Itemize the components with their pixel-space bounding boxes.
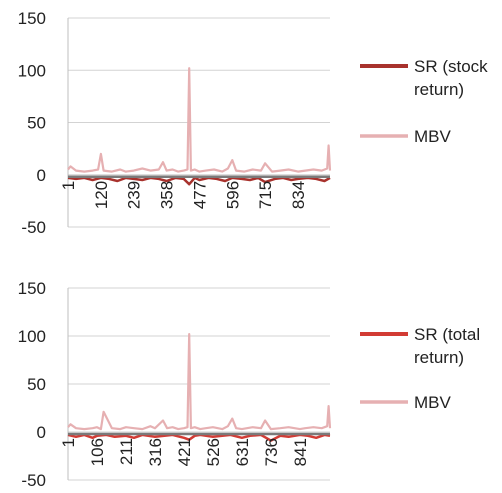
legend-label-0: return) xyxy=(414,80,464,99)
y-tick-label: 50 xyxy=(27,375,46,394)
legend-label-1: MBV xyxy=(414,393,452,412)
y-tick-label: 150 xyxy=(18,9,46,28)
y-tick-label: 50 xyxy=(27,114,46,133)
chart-stock-return: 150 100 50 0 -50 1 120 239 358 477 596 715 834 SR (st… xyxy=(18,9,489,237)
y-tick-label: 100 xyxy=(18,61,46,80)
series-line-0 xyxy=(67,176,331,186)
y-tick-label: -50 xyxy=(21,471,46,490)
legend-label-0: SR (total xyxy=(414,325,480,344)
x-tick-label: 631 xyxy=(233,438,252,466)
x-tick-label: 477 xyxy=(190,181,209,209)
x-tick-label: 1 xyxy=(59,438,78,447)
y-tick-label: 0 xyxy=(37,423,46,442)
x-tick-label: 358 xyxy=(158,181,177,209)
x-tick-label: 841 xyxy=(291,438,310,466)
x-tick-label: 239 xyxy=(125,181,144,209)
x-tick-label: 834 xyxy=(289,181,308,209)
x-tick-label: 421 xyxy=(175,438,194,466)
x-tick-label: 715 xyxy=(256,181,275,209)
chart-total-return: 150 100 50 0 -50 1 106 211 316 421 526 631 736 841 SR … xyxy=(18,279,481,490)
x-tick-label: 526 xyxy=(204,438,223,466)
x-tick-label: 1 xyxy=(59,181,78,190)
y-tick-label: 150 xyxy=(18,279,46,298)
x-tick-label: 106 xyxy=(88,438,107,466)
x-tick-label: 316 xyxy=(146,438,165,466)
x-tick-label: 596 xyxy=(223,181,242,209)
x-tick-label: 120 xyxy=(92,181,111,209)
legend-label-0: SR (stock xyxy=(414,57,488,76)
y-tick-label: 100 xyxy=(18,327,46,346)
legend-label-1: MBV xyxy=(414,127,452,146)
legend-label-0: return) xyxy=(414,348,464,367)
series-line-1 xyxy=(67,333,332,431)
x-tick-label: 211 xyxy=(117,438,136,465)
y-tick-label: 0 xyxy=(37,166,46,185)
y-tick-label: -50 xyxy=(21,218,46,237)
series-line-1 xyxy=(67,67,332,173)
x-tick-label: 736 xyxy=(262,438,281,466)
